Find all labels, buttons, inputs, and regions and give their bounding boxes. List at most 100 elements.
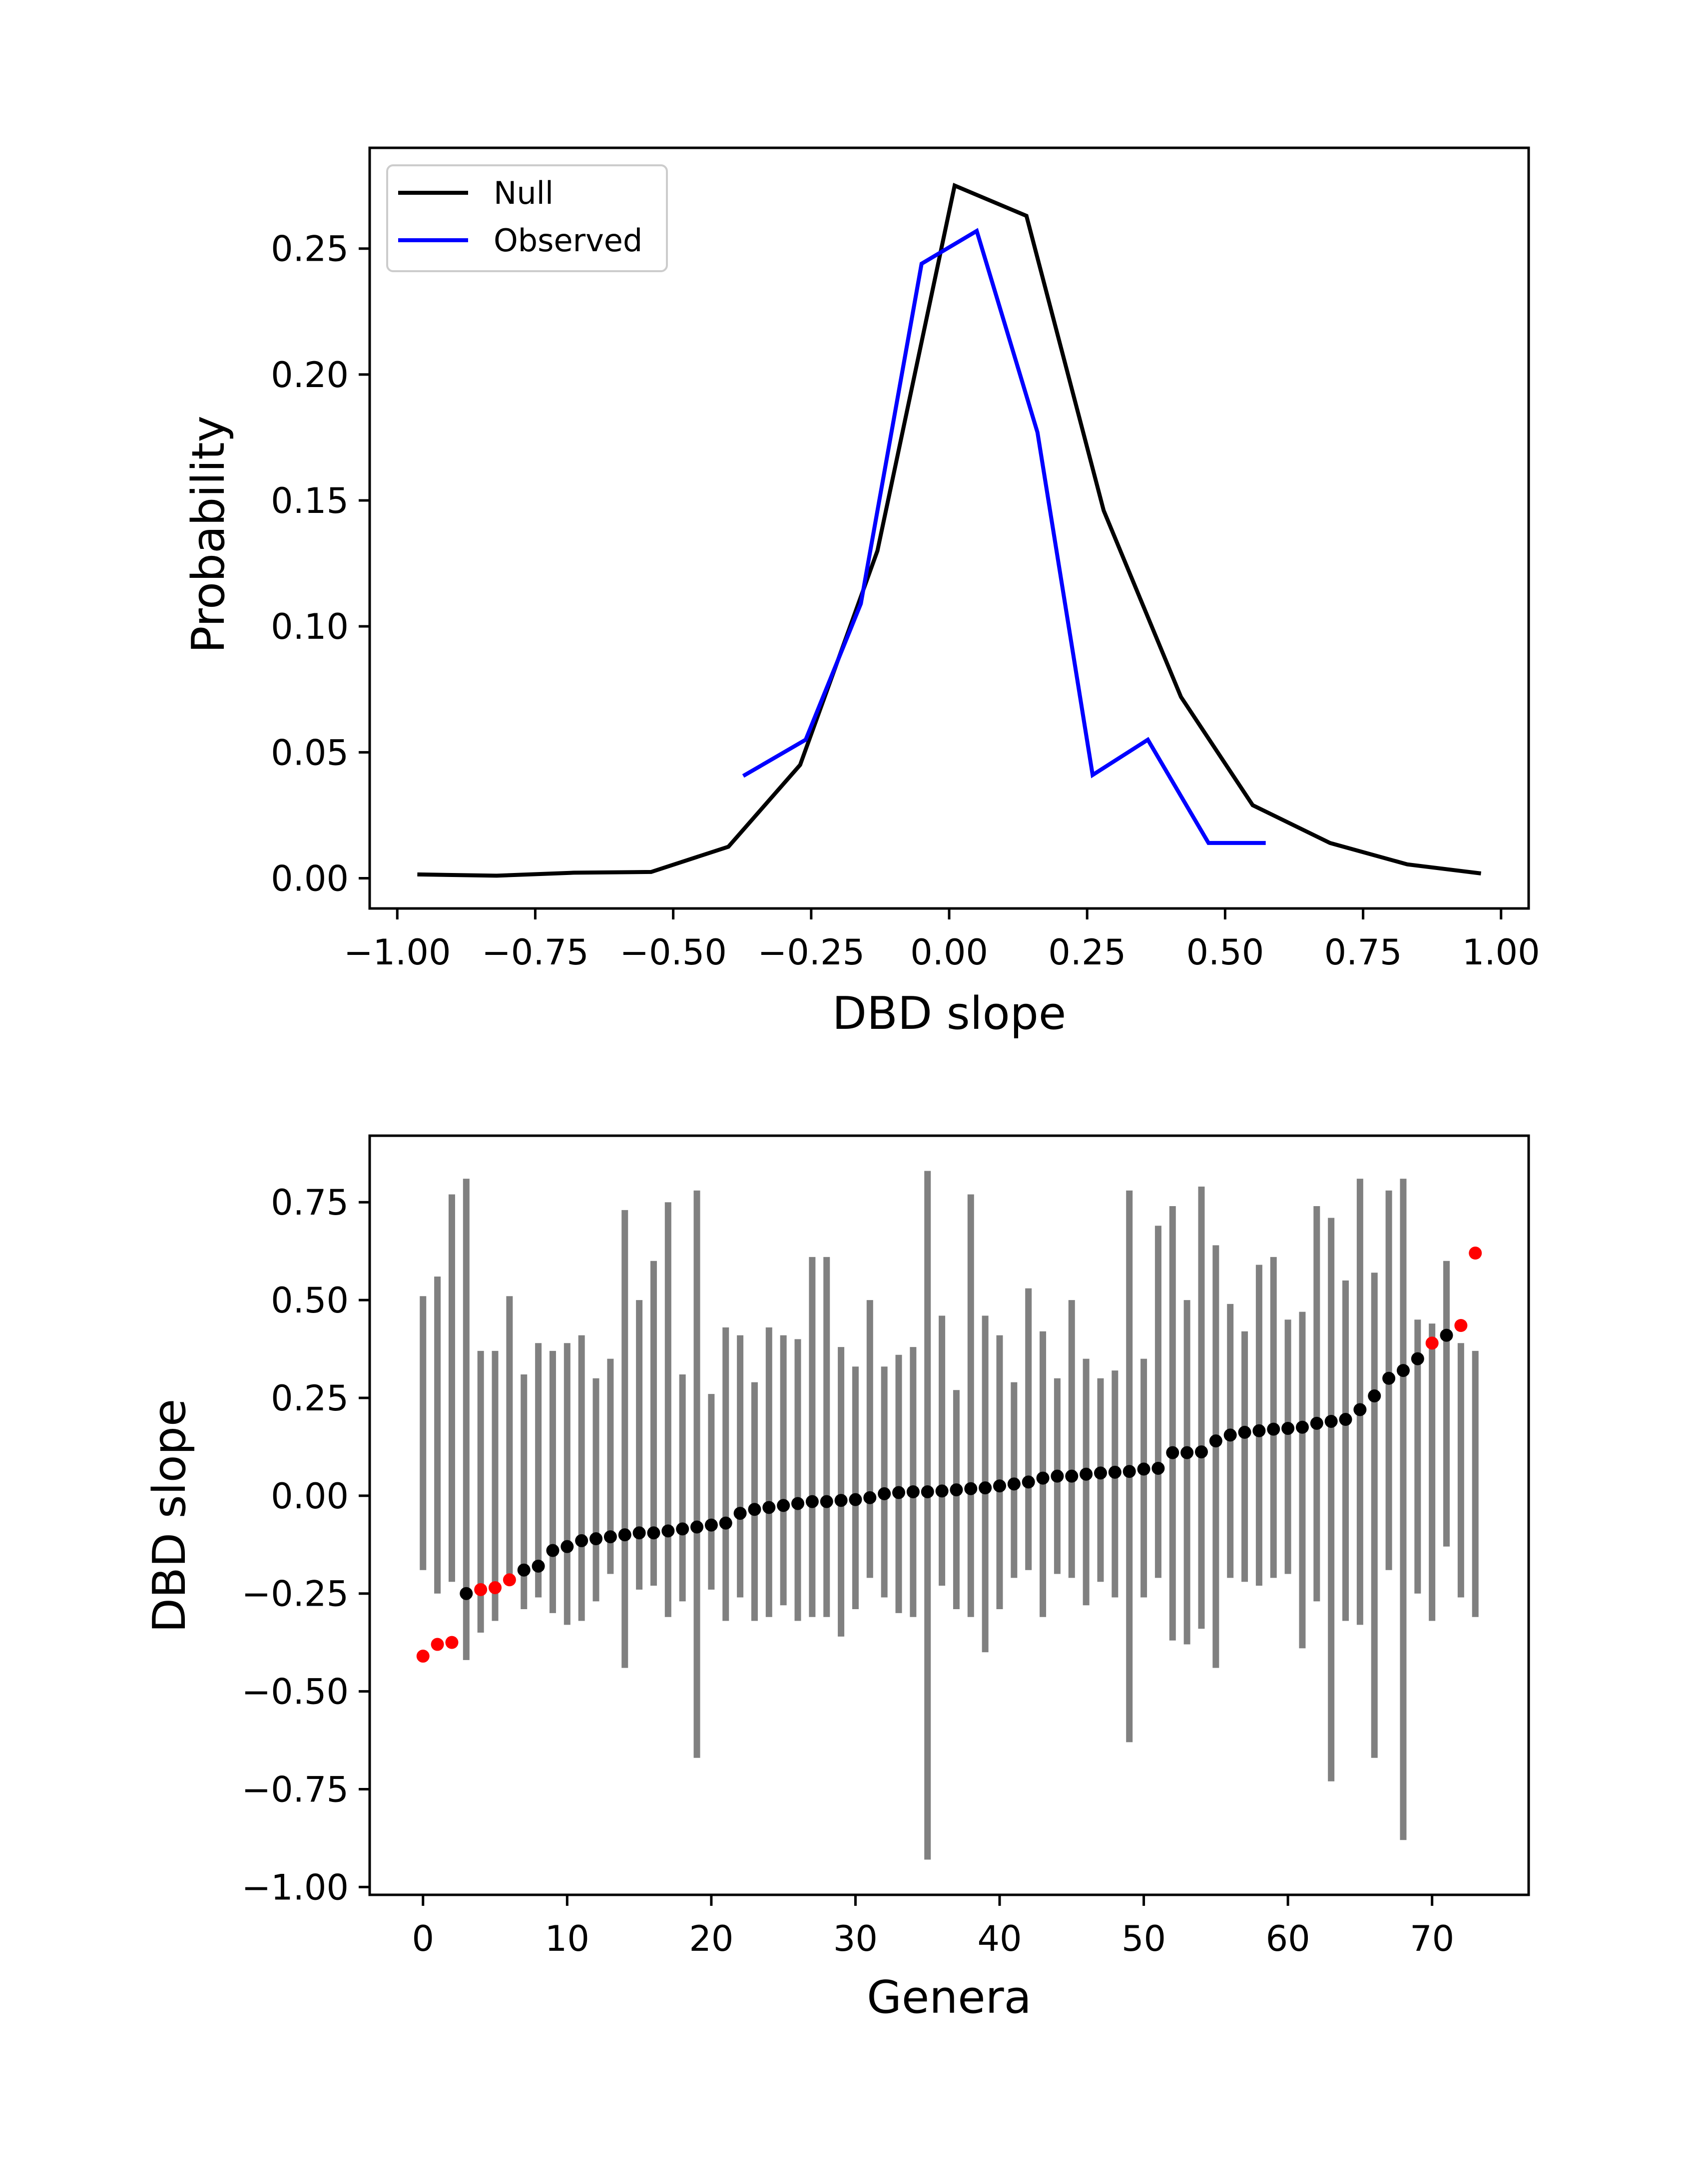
y-tick-label: 0.25	[271, 1378, 349, 1419]
data-point	[1065, 1469, 1079, 1483]
y-tick-label: 0.75	[271, 1182, 349, 1223]
x-tick-label: 0.75	[1324, 932, 1402, 973]
significant-point	[489, 1581, 502, 1594]
data-point	[1368, 1389, 1381, 1403]
data-point	[1080, 1467, 1093, 1481]
data-point	[791, 1497, 805, 1510]
data-point	[863, 1491, 877, 1504]
data-point	[460, 1587, 473, 1600]
distribution-chart: −1.00 −0.75 −0.50 −0.25 0.00 0.25 0.50 0.75 1.00…	[182, 146, 1540, 1040]
data-point	[1295, 1420, 1309, 1434]
significant-point	[431, 1638, 444, 1651]
data-point	[1440, 1328, 1453, 1342]
y-tick-label: 0.10	[271, 606, 349, 647]
data-point	[1108, 1465, 1122, 1479]
data-point	[690, 1520, 704, 1534]
y-tick-label: 0.25	[271, 229, 349, 270]
data-point	[834, 1494, 848, 1507]
data-point	[1209, 1434, 1222, 1448]
data-point	[676, 1522, 689, 1536]
data-point	[820, 1495, 833, 1508]
data-point	[1007, 1477, 1021, 1491]
x-tick-label: 10	[545, 1918, 589, 1959]
data-point	[603, 1530, 617, 1544]
y-tick-label: 0.20	[271, 355, 349, 396]
data-point	[1094, 1466, 1107, 1480]
data-point	[979, 1481, 992, 1495]
distribution-y-axis-label: Probability	[182, 416, 235, 653]
data-point	[719, 1516, 732, 1530]
data-point	[1036, 1471, 1050, 1485]
x-tick-label: −0.25	[758, 932, 865, 973]
x-tick-label: 50	[1122, 1918, 1166, 1959]
data-point	[950, 1483, 963, 1497]
x-tick-label: −0.50	[619, 932, 727, 973]
data-point	[561, 1540, 574, 1553]
y-tick-label: −0.25	[241, 1574, 349, 1615]
data-point	[733, 1507, 747, 1520]
data-point	[1194, 1445, 1208, 1459]
data-point	[964, 1482, 978, 1495]
data-point	[1137, 1462, 1150, 1476]
data-point	[777, 1499, 790, 1512]
genera-points	[416, 1247, 1482, 1663]
data-point	[647, 1526, 660, 1540]
data-point	[1051, 1469, 1064, 1483]
significant-point	[474, 1583, 488, 1596]
y-tick-label: 0.50	[271, 1280, 349, 1321]
y-tick-label: −1.00	[241, 1867, 349, 1908]
genera-x-ticks: 0 10 20 30 40 50 60 70	[412, 1895, 1454, 1959]
data-point	[1180, 1446, 1194, 1459]
x-tick-label: 0.25	[1048, 932, 1126, 973]
x-tick-label: −0.75	[482, 932, 589, 973]
data-point	[1396, 1364, 1410, 1377]
significant-point	[503, 1573, 516, 1587]
x-tick-label: 40	[977, 1918, 1022, 1959]
genera-error-bars	[420, 1171, 1479, 1860]
series-line-null	[417, 183, 1482, 878]
data-point	[1382, 1371, 1396, 1385]
distribution-x-ticks: −1.00 −0.75 −0.50 −0.25 0.00 0.25 0.50 0.75 1.00	[344, 908, 1540, 973]
data-point	[575, 1534, 588, 1547]
data-point	[532, 1559, 545, 1573]
data-point	[849, 1493, 862, 1506]
series-line-observed	[742, 228, 1266, 845]
distribution-lines	[417, 183, 1482, 878]
data-point	[892, 1486, 906, 1499]
data-point	[546, 1544, 560, 1557]
x-tick-label: 30	[833, 1918, 878, 1959]
data-point	[1411, 1352, 1424, 1365]
data-point	[1238, 1425, 1251, 1439]
x-tick-label: −1.00	[344, 932, 451, 973]
data-point	[1166, 1446, 1179, 1459]
x-tick-label: 1.00	[1462, 932, 1540, 973]
data-point	[704, 1518, 718, 1532]
significant-point	[1425, 1336, 1439, 1350]
data-point	[1353, 1403, 1367, 1416]
data-point	[661, 1524, 675, 1538]
data-point	[1310, 1416, 1323, 1430]
data-point	[1252, 1424, 1266, 1437]
genera-chart: 0 10 20 30 40 50 60 70 −1.00 −0.75 −0.50 −0.25 0.00…	[143, 1134, 1530, 2024]
data-point	[1151, 1461, 1165, 1475]
data-point	[748, 1503, 761, 1516]
data-point	[935, 1484, 949, 1498]
data-point	[805, 1495, 819, 1508]
data-point	[1281, 1422, 1295, 1435]
y-tick-label: 0.15	[271, 480, 349, 521]
x-tick-label: 20	[689, 1918, 733, 1959]
legend: Null Observed	[386, 164, 668, 272]
distribution-x-axis-label: DBD slope	[832, 987, 1066, 1040]
y-tick-label: −0.75	[241, 1769, 349, 1810]
y-tick-label: −0.50	[241, 1672, 349, 1713]
x-tick-label: 0.00	[910, 932, 988, 973]
data-point	[762, 1501, 776, 1514]
data-point	[1022, 1475, 1035, 1489]
data-point	[1123, 1465, 1136, 1478]
data-point	[921, 1485, 934, 1498]
data-point	[618, 1528, 631, 1542]
data-point	[589, 1532, 603, 1546]
significant-point	[416, 1650, 430, 1663]
data-point	[878, 1487, 891, 1500]
